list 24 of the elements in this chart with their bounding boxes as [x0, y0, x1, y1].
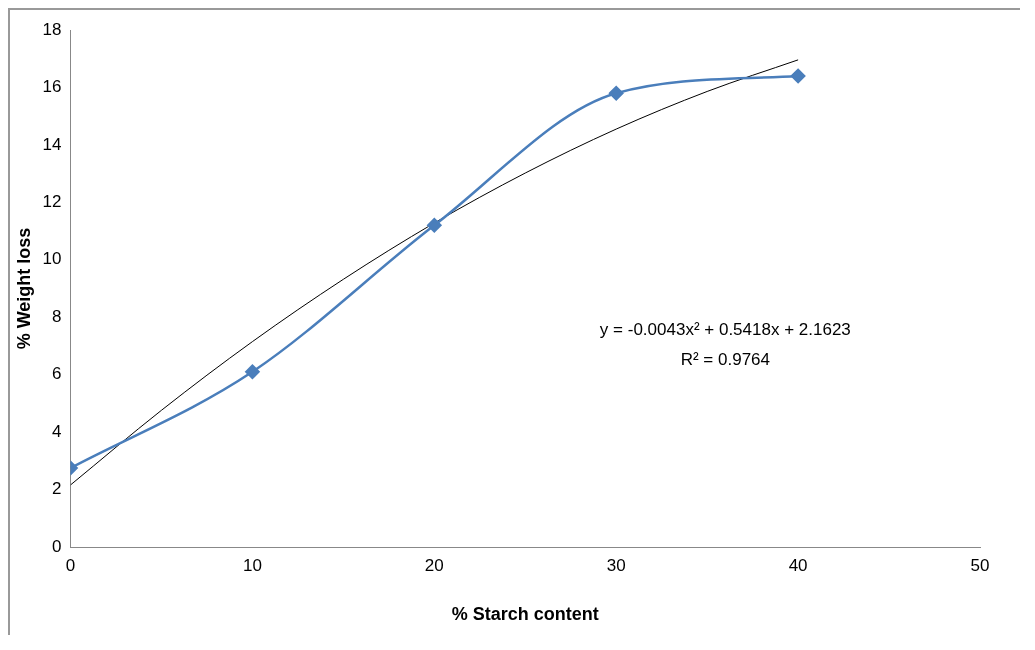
point [790, 68, 806, 84]
point [427, 218, 442, 233]
point [608, 85, 624, 101]
y-tick-label: 18 [42, 19, 62, 39]
x-tick-label: 0 [65, 555, 76, 575]
y-tick-label: 10 [42, 249, 62, 269]
y-tick-label: 14 [42, 134, 62, 154]
x-tick-label: 30 [606, 555, 626, 575]
y-tick-label: 12 [42, 192, 62, 212]
x-tick-label: 50 [970, 555, 990, 575]
x-axis-title: % Starch content [451, 604, 599, 625]
y-tick-label: 16 [42, 77, 62, 97]
y-tick-label: 4 [52, 421, 62, 441]
annotation: y = -0.0043x² + 0.5418x + 2.1623 [599, 320, 851, 340]
point [245, 364, 260, 380]
y-tick-label: 2 [52, 479, 62, 499]
x-tick-label: 20 [424, 555, 444, 575]
y-axis-title: % Weight loss [13, 227, 34, 350]
x-tick-label: 10 [242, 555, 262, 575]
annotation: R² = 0.9764 [680, 350, 770, 370]
x-tick-label: 40 [788, 555, 808, 575]
y-tick-label: 6 [52, 364, 62, 384]
y-tick-label: 8 [52, 306, 62, 326]
y-tick-label: 0 [52, 536, 62, 556]
